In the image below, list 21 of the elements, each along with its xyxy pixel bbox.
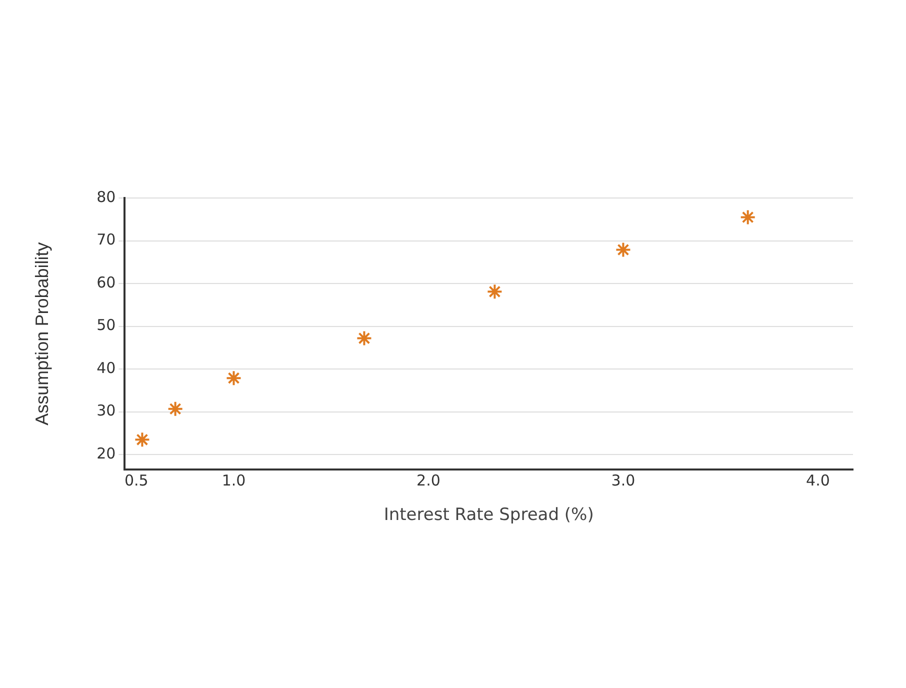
y-tick-label: 60 <box>96 273 116 292</box>
y-tick-label: 40 <box>96 358 116 377</box>
point <box>226 370 242 386</box>
y-tick-label: 20 <box>96 444 116 463</box>
point <box>356 330 372 346</box>
y-tick-label: 50 <box>96 316 116 334</box>
point <box>740 209 756 226</box>
y-tick-label: 80 <box>96 188 116 206</box>
x-tick-label: 4.0 <box>806 471 830 490</box>
y-tick-label: 30 <box>96 402 116 420</box>
point <box>486 284 503 300</box>
x-tick-label: 1.0 <box>222 471 246 490</box>
x-tick-label: 3.0 <box>611 471 636 490</box>
y-tick-label: 70 <box>96 230 116 249</box>
point <box>167 400 184 417</box>
x-axis-title: Interest Rate Spread (%) <box>384 505 594 526</box>
x-tick-label: 0.5 <box>124 471 148 490</box>
point <box>615 242 632 258</box>
y-axis-title: Assumption Probability <box>32 242 52 426</box>
point <box>134 432 150 448</box>
x-tick-label: 2.0 <box>416 471 440 490</box>
